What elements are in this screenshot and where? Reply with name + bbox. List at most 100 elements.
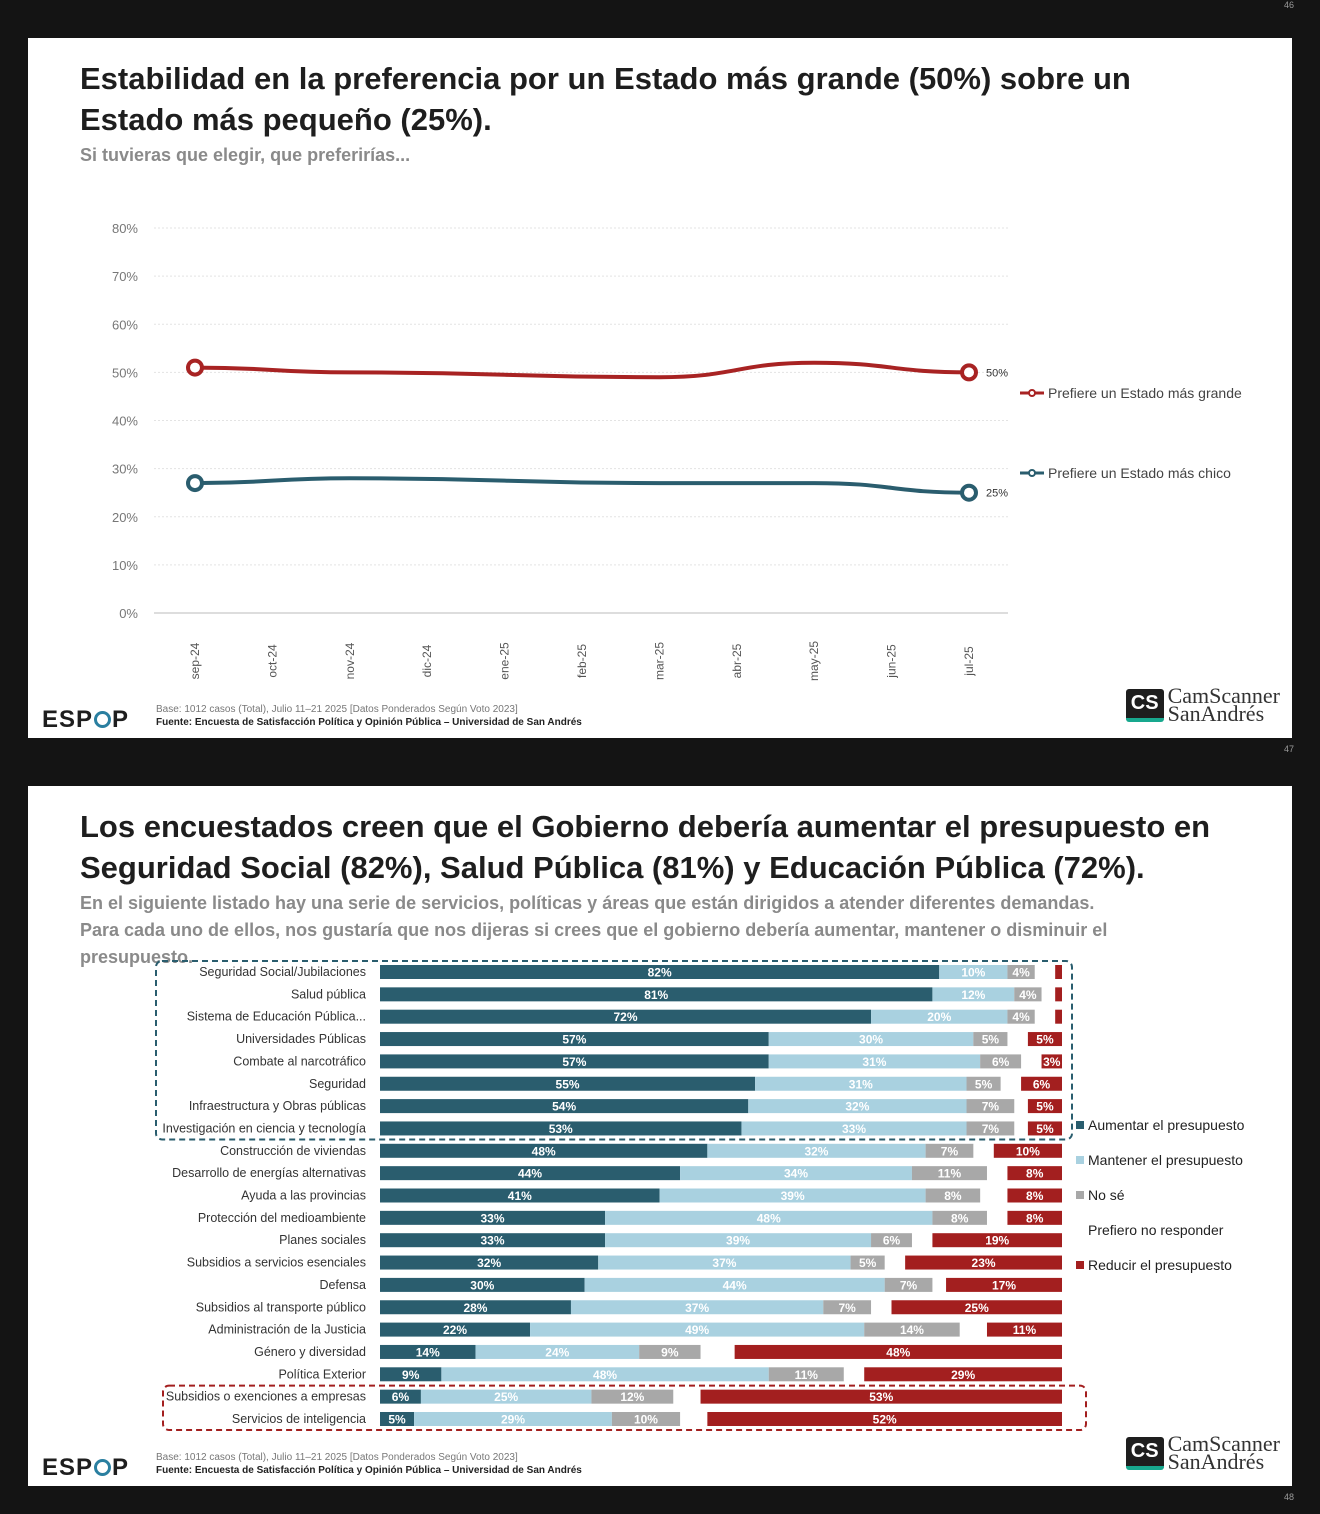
bar-value-label: 6%: [1033, 1077, 1051, 1091]
category-label: Ayuda a las provincias: [241, 1189, 366, 1203]
bar-value-label: 5%: [388, 1413, 406, 1427]
bar-segment: [946, 1277, 1062, 1292]
bar-value-label: 6%: [992, 1055, 1010, 1069]
bar-value-label: 53%: [549, 1122, 573, 1136]
bar-segment: [659, 1188, 926, 1203]
bar-value-label: 81%: [644, 988, 668, 1002]
bar-value-label: 48%: [593, 1368, 617, 1382]
category-label: Planes sociales: [279, 1233, 366, 1247]
bar-value-label: 44%: [723, 1278, 747, 1292]
bar-segment: [864, 1322, 960, 1337]
slide1-title: Estabilidad en la preferencia por un Est…: [80, 58, 1131, 140]
category-label: Protección del medioambiente: [198, 1211, 366, 1225]
bar-segment: [380, 1054, 769, 1069]
bar-value-label: 29%: [951, 1368, 975, 1382]
bar-value-label: 24%: [545, 1345, 569, 1359]
page-number-slide1: 47: [1283, 744, 1294, 754]
bar-segment: [939, 965, 1008, 979]
bar-segment: [380, 1143, 708, 1158]
bar-segment: [932, 1210, 987, 1225]
bar-value-label: 44%: [518, 1167, 542, 1181]
end-value-label: 50%: [986, 367, 1008, 379]
category-label: Género y diversidad: [254, 1345, 366, 1359]
bar-segment: [768, 1054, 981, 1069]
bar-value-label: 39%: [781, 1189, 805, 1203]
category-label: Seguridad: [309, 1077, 366, 1091]
legend-item-reducir: Reducir el presupuesto: [1076, 1256, 1286, 1275]
bar-segment: [680, 1166, 912, 1181]
x-tick-label: may-25: [807, 641, 821, 681]
x-tick-label: sep-24: [188, 642, 202, 679]
bar-segment: [611, 1412, 681, 1426]
bar-segment: [420, 1389, 592, 1404]
bar-value-label: 31%: [849, 1077, 873, 1091]
bar-value-label: 10%: [1016, 1144, 1040, 1158]
series-line: [194, 360, 970, 380]
page-number-slide2: 48: [1283, 1492, 1294, 1502]
bar-value-label: 9%: [661, 1345, 679, 1359]
legend-label: Prefiere un Estado más grande: [1048, 385, 1242, 401]
category-label: Universidades Públicas: [236, 1032, 366, 1046]
slide2-title-line2: Seguridad Social (82%), Salud Pública (8…: [80, 850, 1145, 885]
bar-value-label: 17%: [992, 1278, 1016, 1292]
bar-value-label: 54%: [552, 1100, 576, 1114]
y-tick-label: 30%: [112, 462, 138, 477]
bar-value-label: 8%: [944, 1189, 962, 1203]
bar-segment: [1007, 965, 1035, 979]
bar-segment: [1007, 1166, 1062, 1181]
x-tick-label: mar-25: [652, 642, 666, 680]
watermark-line2: SanAndrés: [1167, 1449, 1265, 1474]
line-chart: 0% 10% 20% 30% 40% 50% 60% 70% 80% sep-24 oct-24 no…: [112, 221, 1242, 681]
end-value-label: 25%: [986, 488, 1008, 500]
bar-segment: [380, 1389, 421, 1404]
bar-value-label: 4%: [1019, 988, 1037, 1002]
bar-value-label: 30%: [859, 1033, 883, 1047]
bar-segment: [986, 1322, 1062, 1337]
bar-segment: [1021, 1076, 1062, 1091]
bar-segment: [380, 965, 940, 979]
bar-segment: [925, 1143, 974, 1158]
category-label: Investigación en ciencia y tecnología: [162, 1121, 366, 1135]
bar-value-label: 32%: [804, 1144, 828, 1158]
bar-segment: [891, 1300, 1062, 1315]
y-tick-label: 50%: [112, 365, 138, 380]
bar-value-label: 33%: [842, 1122, 866, 1136]
y-tick-label: 10%: [112, 558, 138, 573]
bar-segment: [700, 1389, 1062, 1404]
legend-item-nose: No sé: [1076, 1186, 1286, 1205]
slide1-footer-source: Fuente: Encuesta de Satisfacción Polític…: [156, 717, 582, 728]
bar-segment: [380, 1367, 442, 1382]
bar-segment: [1041, 1054, 1062, 1069]
stacked-bar-chart: Seguridad Social/Jubilaciones 82% 10% 4% Sal…: [155, 960, 1087, 1432]
bar-segment: [639, 1344, 701, 1359]
bar-value-label: 72%: [614, 1010, 638, 1024]
bar-value-label: 7%: [838, 1301, 856, 1315]
x-tick-label: ene-25: [498, 642, 512, 680]
bar-value-label: 5%: [1036, 1100, 1054, 1114]
bar-value-label: 5%: [982, 1033, 1000, 1047]
slide2-subtitle-line1: En el siguiente listado hay una serie de…: [80, 893, 1095, 913]
bar-segment: [884, 1277, 933, 1292]
bar-value-label: 14%: [416, 1345, 440, 1359]
bar-segment: [1007, 1188, 1062, 1203]
bar-value-label: 7%: [941, 1144, 959, 1158]
bar-segment: [380, 1300, 571, 1315]
camscanner-badge: CS: [1125, 688, 1164, 722]
category-label: Subsidios o exenciones a empresas: [166, 1390, 366, 1404]
camscanner-watermark: CS CamScanner SanAndrés: [1125, 1433, 1280, 1474]
bar-segment: [734, 1344, 1062, 1359]
bar-segment: [591, 1389, 674, 1404]
bar-segment: [1055, 965, 1062, 979]
bar-segment: [980, 1054, 1022, 1069]
bar-value-label: 7%: [900, 1278, 918, 1292]
bar-chart-legend: Aumentar el presupuesto Mantener el pres…: [1076, 1116, 1286, 1275]
slide1-title-line1: Estabilidad en la preferencia por un Est…: [80, 61, 1131, 96]
bar-segment: [823, 1300, 872, 1315]
bar-value-label: 14%: [900, 1323, 924, 1337]
bar-segment: [380, 1121, 742, 1136]
x-tick-label: nov-24: [343, 642, 357, 679]
bar-segment: [748, 1099, 967, 1114]
bar-segment: [755, 1076, 967, 1091]
bar-value-label: 4%: [1012, 966, 1030, 980]
bar-value-label: 4%: [1012, 1010, 1030, 1024]
